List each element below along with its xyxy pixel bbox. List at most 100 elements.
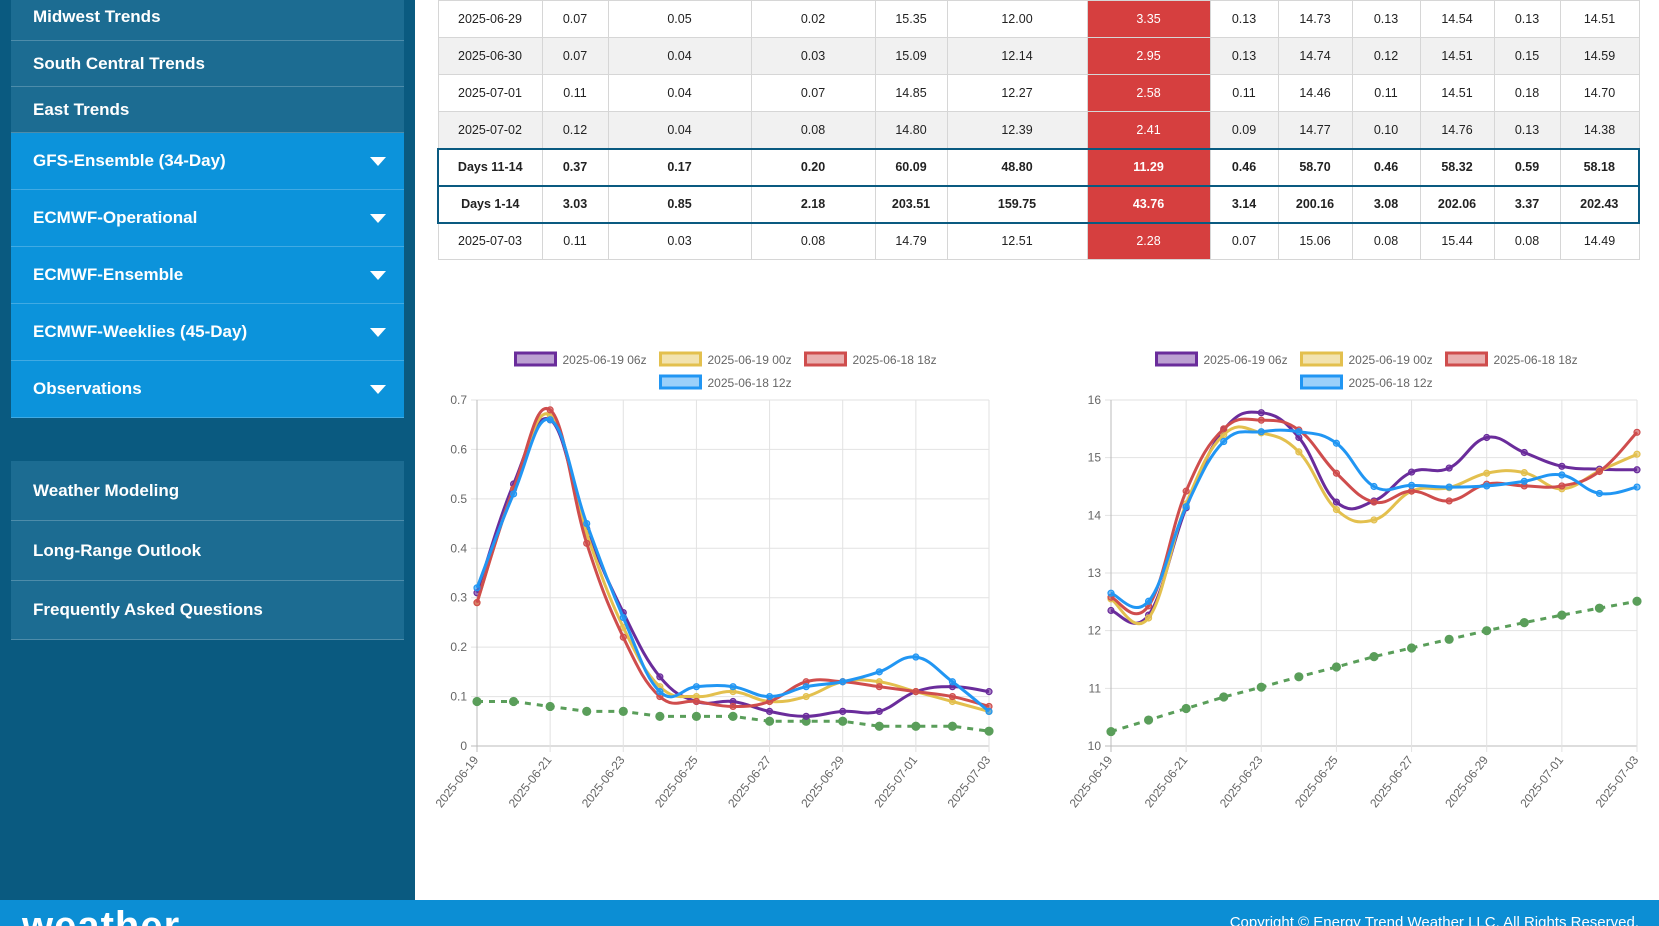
data-point[interactable] <box>472 696 482 707</box>
data-point[interactable] <box>948 678 957 686</box>
data-point[interactable] <box>692 697 701 706</box>
data-point[interactable] <box>875 707 883 715</box>
data-point[interactable] <box>1257 416 1265 424</box>
data-point[interactable] <box>1557 610 1567 620</box>
data-point[interactable] <box>1633 428 1641 436</box>
nav-observations[interactable]: Observations <box>11 361 404 418</box>
legend-item[interactable]: 2025-06-18 12z <box>1300 374 1433 390</box>
data-point[interactable] <box>838 716 848 726</box>
data-point[interactable] <box>691 711 702 721</box>
data-point[interactable] <box>764 716 775 726</box>
data-point[interactable] <box>985 707 993 715</box>
data-point[interactable] <box>656 673 664 681</box>
data-point[interactable] <box>1106 726 1116 737</box>
data-point[interactable] <box>618 706 628 716</box>
data-point[interactable] <box>948 692 957 701</box>
data-point[interactable] <box>1445 464 1453 472</box>
data-point[interactable] <box>1181 703 1191 714</box>
data-point[interactable] <box>1632 596 1642 606</box>
data-point[interactable] <box>1558 482 1566 490</box>
data-point[interactable] <box>1444 634 1454 644</box>
data-point[interactable] <box>1256 682 1266 692</box>
data-point[interactable] <box>473 599 481 607</box>
data-point[interactable] <box>1220 425 1228 433</box>
nav-ecmwf-operational[interactable]: ECMWF-Operational <box>11 190 404 247</box>
legend-item[interactable]: 2025-06-18 18z <box>1445 351 1578 367</box>
data-point[interactable] <box>1182 503 1190 511</box>
data-point[interactable] <box>1294 672 1304 682</box>
data-point[interactable] <box>1370 516 1378 524</box>
data-point[interactable] <box>985 688 993 696</box>
legend-item[interactable]: 2025-06-19 00z <box>1300 351 1433 367</box>
data-point[interactable] <box>692 683 701 691</box>
legend-item[interactable]: 2025-06-19 00z <box>659 351 792 367</box>
data-point[interactable] <box>912 653 920 661</box>
data-point[interactable] <box>1520 448 1528 457</box>
data-point[interactable] <box>911 721 921 731</box>
data-point[interactable] <box>582 706 592 716</box>
nav-east-trends[interactable]: East Trends <box>11 87 404 133</box>
data-point[interactable] <box>656 688 664 696</box>
data-point[interactable] <box>583 539 591 547</box>
data-point[interactable] <box>765 692 774 701</box>
data-point[interactable] <box>839 678 847 686</box>
data-point[interactable] <box>1633 483 1641 491</box>
data-point[interactable] <box>1483 482 1491 490</box>
legend-item[interactable]: 2025-06-19 06z <box>514 351 647 367</box>
data-point[interactable] <box>546 416 554 424</box>
data-point[interactable] <box>1143 715 1154 725</box>
data-point[interactable] <box>1332 439 1341 447</box>
data-point[interactable] <box>1520 469 1528 477</box>
data-point[interactable] <box>1595 467 1604 476</box>
data-point[interactable] <box>1406 643 1417 653</box>
data-point[interactable] <box>1519 617 1529 628</box>
data-point[interactable] <box>1407 481 1416 489</box>
data-point[interactable] <box>546 406 554 414</box>
data-point[interactable] <box>802 692 810 701</box>
data-point[interactable] <box>1220 437 1228 446</box>
data-point[interactable] <box>875 683 883 691</box>
data-point[interactable] <box>1407 468 1416 476</box>
data-point[interactable] <box>619 633 627 641</box>
data-point[interactable] <box>1107 606 1115 615</box>
data-point[interactable] <box>655 711 665 721</box>
data-point[interactable] <box>1633 450 1641 458</box>
legend-item[interactable]: 2025-06-18 18z <box>804 351 937 367</box>
data-point[interactable] <box>509 490 518 498</box>
data-point[interactable] <box>1219 692 1229 702</box>
data-point[interactable] <box>947 721 958 731</box>
data-point[interactable] <box>1558 462 1566 470</box>
nav-south-central-trends[interactable]: South Central Trends <box>11 41 404 87</box>
legend-item[interactable]: 2025-06-19 06z <box>1155 351 1288 367</box>
data-point[interactable] <box>1257 428 1265 436</box>
nav-gfs-ensemble[interactable]: GFS-Ensemble (34-Day) <box>11 133 404 190</box>
data-point[interactable] <box>1332 498 1341 506</box>
data-point[interactable] <box>1633 466 1641 474</box>
data-point[interactable] <box>1482 626 1492 636</box>
data-point[interactable] <box>1332 505 1341 514</box>
data-point[interactable] <box>729 702 737 711</box>
data-point[interactable] <box>1369 652 1379 662</box>
data-point[interactable] <box>508 696 519 707</box>
data-point[interactable] <box>1144 614 1153 622</box>
data-point[interactable] <box>1295 428 1303 436</box>
nav-weather-modeling[interactable]: Weather Modeling <box>11 461 404 521</box>
data-point[interactable] <box>1483 469 1491 477</box>
nav-midwest-trends[interactable]: Midwest Trends <box>11 0 404 41</box>
data-point[interactable] <box>1144 597 1153 605</box>
nav-ecmwf-weeklies[interactable]: ECMWF-Weeklies (45-Day) <box>11 304 404 361</box>
nav-ecmwf-ensemble[interactable]: ECMWF-Ensemble <box>11 247 404 304</box>
data-point[interactable] <box>1595 489 1604 498</box>
data-point[interactable] <box>1407 487 1416 495</box>
legend-item[interactable]: 2025-06-18 12z <box>659 374 792 390</box>
data-point[interactable] <box>839 707 847 715</box>
data-point[interactable] <box>874 721 884 731</box>
data-point[interactable] <box>802 712 810 720</box>
data-point[interactable] <box>1370 498 1378 506</box>
data-point[interactable] <box>875 668 883 676</box>
data-point[interactable] <box>729 683 737 691</box>
data-point[interactable] <box>984 726 994 736</box>
data-point[interactable] <box>1594 603 1605 613</box>
data-point[interactable] <box>912 688 920 696</box>
data-point[interactable] <box>473 584 481 592</box>
